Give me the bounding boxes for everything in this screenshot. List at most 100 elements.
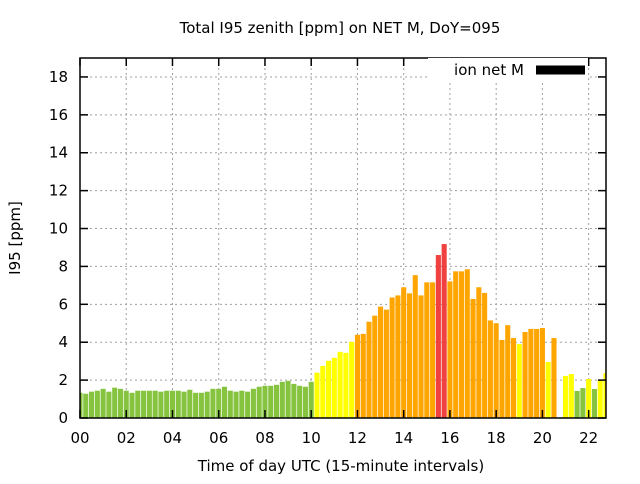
bar [539, 328, 545, 418]
bar [482, 292, 488, 418]
bar [522, 331, 528, 418]
x-tick-label: 02 [117, 429, 136, 447]
bar [100, 388, 106, 418]
bar [181, 391, 187, 418]
x-tick-label: 10 [302, 429, 321, 447]
bar [204, 391, 210, 418]
bar [256, 386, 262, 418]
bar [545, 361, 551, 418]
bar [187, 389, 193, 418]
bar [129, 392, 135, 418]
bar [245, 391, 251, 418]
bar [412, 275, 418, 418]
bar [493, 323, 499, 418]
bar [562, 375, 569, 418]
x-tick-label: 06 [209, 429, 228, 447]
bar [372, 315, 378, 418]
bar [198, 392, 204, 418]
bar [152, 390, 158, 418]
bar [117, 388, 124, 418]
bar [458, 271, 465, 418]
bar [291, 383, 297, 418]
bar [273, 384, 280, 418]
bar [551, 338, 557, 418]
bar [435, 255, 441, 418]
bar [586, 378, 592, 418]
y-tick-label: 14 [49, 144, 68, 162]
x-tick-label: 22 [579, 429, 598, 447]
bar [193, 392, 199, 418]
y-tick-label: 6 [58, 295, 68, 313]
bar [285, 380, 291, 418]
bar [395, 295, 401, 418]
x-tick-label: 18 [487, 429, 506, 447]
y-tick-label: 8 [58, 257, 68, 275]
bar [158, 391, 164, 418]
bar [89, 391, 95, 418]
y-tick-label: 16 [49, 106, 68, 124]
x-tick-label: 12 [348, 429, 367, 447]
bar [227, 390, 233, 418]
bar [464, 269, 470, 418]
bar [510, 338, 517, 418]
x-tick-label: 20 [533, 429, 552, 447]
bar [383, 309, 389, 418]
y-tick-label: 10 [49, 220, 68, 238]
bar [447, 281, 453, 418]
bar [239, 390, 245, 418]
bar [430, 282, 436, 418]
bar [354, 334, 360, 418]
bar [528, 328, 534, 418]
bar [320, 365, 326, 418]
bar [516, 344, 522, 418]
bar [314, 372, 320, 418]
bar [141, 390, 147, 418]
bars [80, 244, 606, 418]
y-axis-label: I95 [ppm] [6, 201, 24, 275]
bar [441, 244, 447, 418]
bar [146, 390, 152, 418]
bar [389, 297, 395, 418]
bar [568, 374, 574, 418]
bar [574, 390, 580, 418]
bar [505, 325, 511, 418]
bar [250, 388, 256, 418]
y-tick-label: 18 [49, 68, 68, 86]
legend-label: ion net M [454, 61, 524, 79]
bar [591, 389, 597, 418]
bar [326, 360, 332, 418]
y-tick-label: 2 [58, 371, 68, 389]
x-tick-label: 14 [394, 429, 413, 447]
bar [378, 306, 384, 418]
bar [470, 299, 476, 418]
bar [279, 381, 285, 418]
chart-title: Total I95 zenith [ppm] on NET M, DoY=095 [179, 19, 501, 37]
bar [297, 385, 303, 418]
bar [331, 357, 337, 418]
bar [337, 351, 343, 418]
bar [80, 392, 83, 418]
bar [112, 387, 118, 418]
bar [424, 282, 430, 418]
bar [123, 390, 129, 418]
bar [401, 287, 407, 418]
x-axis-label: Time of day UTC (15-minute intervals) [197, 457, 484, 475]
y-tick-label: 0 [58, 409, 68, 427]
bar [418, 295, 424, 418]
bar [580, 388, 586, 418]
bar [164, 390, 170, 418]
legend: ion net M [428, 58, 588, 80]
bar [135, 390, 141, 418]
bar [94, 390, 100, 418]
bar [175, 390, 181, 418]
bar [268, 385, 274, 418]
bar [499, 339, 505, 418]
bar [534, 328, 540, 418]
bar [302, 386, 308, 418]
bar [210, 388, 216, 418]
y-tick-label: 4 [58, 333, 68, 351]
bar [83, 393, 89, 418]
bar [216, 388, 222, 418]
